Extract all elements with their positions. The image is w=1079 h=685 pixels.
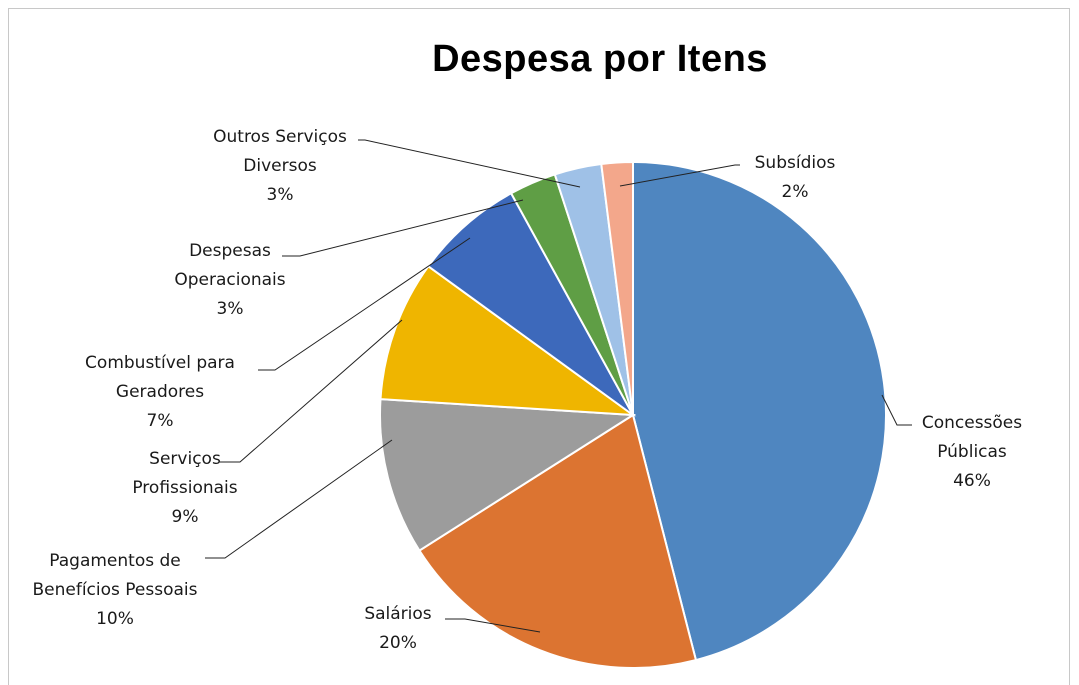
slice-name-line: Salários [364, 604, 431, 624]
slice-label-2: Salários 20% [364, 604, 431, 653]
pie-slices [379, 160, 887, 669]
pie-slice-3 [379, 398, 637, 552]
slice-percent: 7% [147, 411, 174, 431]
slice-name-line: Pagamentos de [49, 551, 180, 571]
slice-percent: 3% [267, 185, 294, 205]
chart-title: Despesa por Itens [432, 38, 768, 80]
slice-percent: 10% [96, 609, 134, 629]
slice-label-7: Outros Serviços Diversos 3% [213, 127, 347, 205]
slice-name-line: Diversos [243, 156, 317, 176]
slice-percent: 9% [172, 507, 199, 527]
slice-name-line: Outros Serviços [213, 127, 347, 147]
leader-line-7 [358, 139, 581, 188]
pie-slice-5 [426, 191, 634, 416]
slice-name-line: Combustível para [85, 353, 235, 373]
leader-line-8 [619, 164, 740, 187]
pie-slice-8 [600, 160, 634, 416]
slice-percent: 3% [217, 299, 244, 319]
slice-label-4: Serviços Profissionais 9% [132, 449, 237, 527]
slice-name-line: Despesas [189, 241, 271, 261]
pie-slice-1 [632, 160, 887, 662]
pie-slice-4 [379, 264, 637, 417]
leader-line-6 [282, 199, 524, 257]
slice-label-8: Subsídios 2% [755, 153, 836, 202]
slice-name-line: Geradores [116, 382, 204, 402]
leader-line-1 [881, 394, 912, 426]
slice-name-line: Subsídios [755, 153, 836, 173]
slice-label-6: Despesas Operacionais 3% [174, 241, 285, 319]
slice-percent: 46% [953, 471, 991, 491]
slice-name-line: Profissionais [132, 478, 237, 498]
leader-line-4 [220, 319, 403, 463]
leader-line-5 [258, 237, 471, 371]
leader-line-2 [445, 618, 541, 633]
slice-percent: 20% [379, 633, 417, 653]
slice-percent: 2% [782, 182, 809, 202]
slice-name-line: Serviços [149, 449, 221, 469]
leader-line-3 [205, 439, 393, 559]
slice-label-3: Pagamentos de Benefícios Pessoais 10% [32, 551, 197, 629]
pie-labels: Concessões Públicas 46% Salários 20% Pagament… [32, 127, 1022, 653]
slice-name-line: Benefícios Pessoais [32, 580, 197, 600]
slice-label-1: Concessões Públicas 46% [922, 413, 1022, 491]
slice-name-line: Públicas [937, 442, 1007, 462]
slice-name-line: Concessões [922, 413, 1022, 433]
slice-name-line: Operacionais [174, 270, 285, 290]
slice-label-5: Combustível para Geradores 7% [85, 353, 235, 431]
pie-slice-2 [418, 413, 698, 669]
